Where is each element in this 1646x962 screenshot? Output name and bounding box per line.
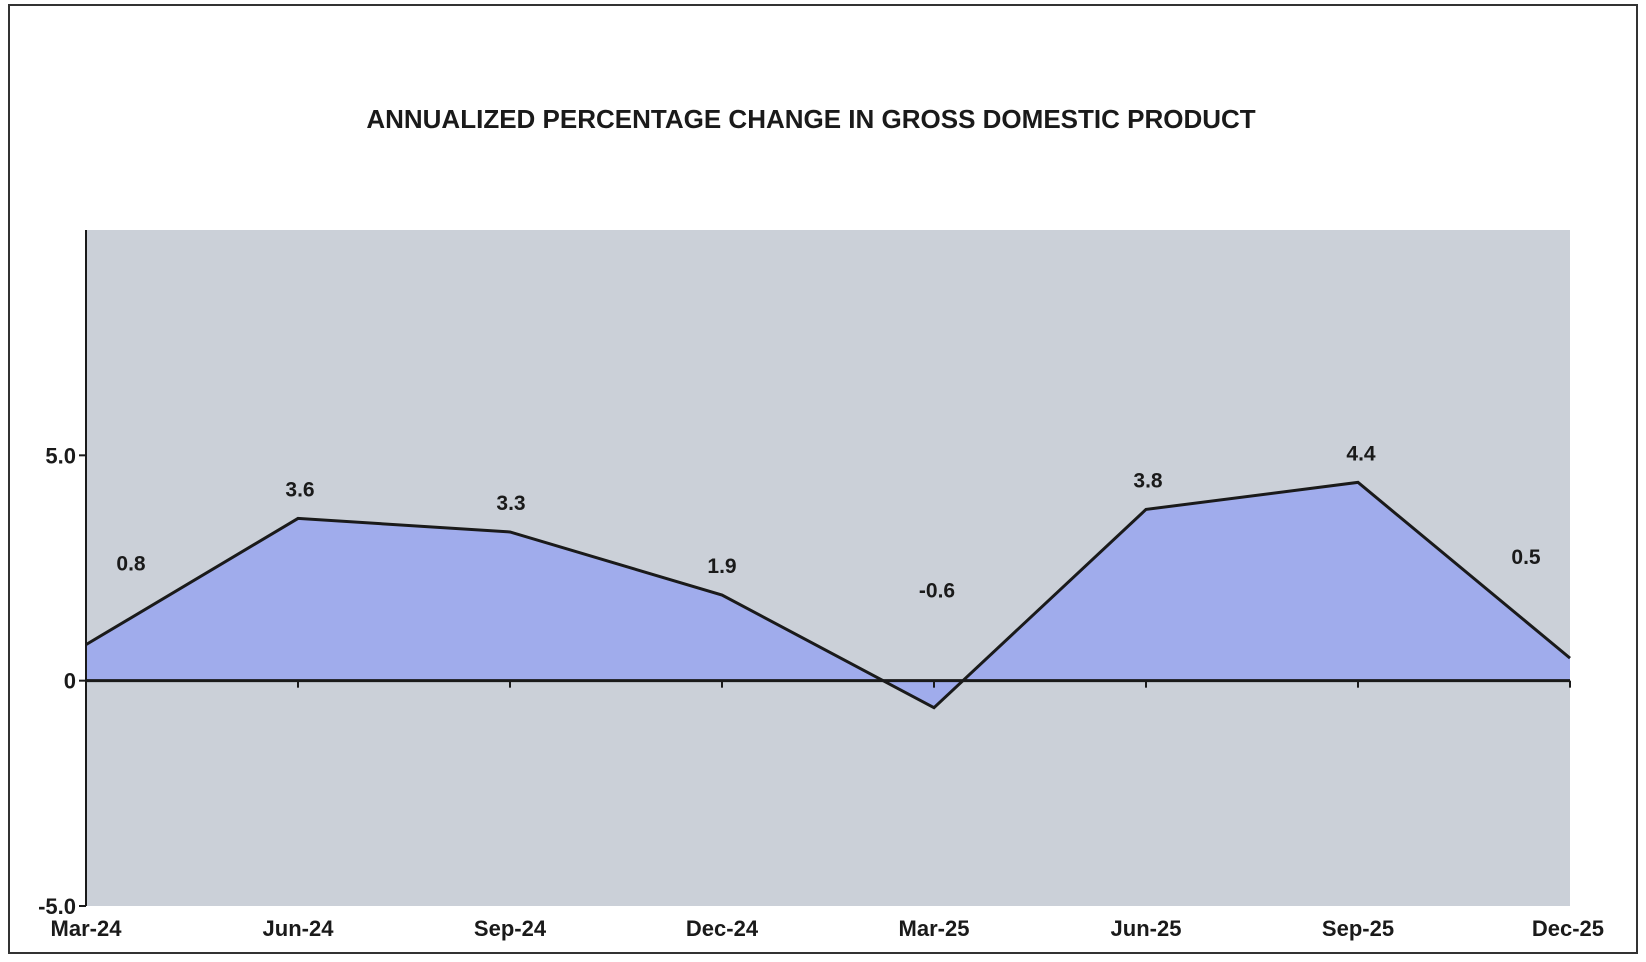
x-tick-label: Mar-25	[899, 916, 970, 941]
area-fill	[86, 482, 1570, 708]
x-tick-label: Jun-25	[1111, 916, 1182, 941]
y-tick-label: -5.0	[38, 894, 76, 919]
x-tick-label: Dec-25	[1532, 916, 1604, 941]
chart-title: ANNUALIZED PERCENTAGE CHANGE IN GROSS DO…	[366, 104, 1255, 134]
x-tick-label: Sep-24	[474, 916, 547, 941]
y-tick-label: 0	[64, 669, 76, 694]
data-label: 0.5	[1511, 546, 1541, 569]
data-label: -0.6	[919, 580, 955, 603]
y-ticks: 5.0 0 -5.0	[38, 443, 86, 919]
y-tick-label: 5.0	[45, 443, 76, 468]
data-label: 0.8	[116, 553, 146, 576]
data-label: 3.3	[496, 492, 525, 515]
data-label: 3.6	[285, 478, 314, 501]
data-label: 1.9	[707, 555, 736, 578]
x-ticks: Mar-24 Jun-24 Sep-24 Dec-24 Mar-25 Jun-25 Sep-…	[51, 680, 1604, 941]
data-labels: 0.8 3.6 3.3 1.9 -0.6 3.8 4.4 0.5	[116, 442, 1541, 602]
series-line	[85, 480, 1571, 710]
data-label: 4.4	[1346, 442, 1376, 465]
x-tick-label: Sep-25	[1322, 916, 1394, 941]
data-label: 3.8	[1133, 469, 1163, 492]
x-tick-label: Mar-24	[51, 916, 123, 941]
x-tick-label: Dec-24	[686, 916, 759, 941]
x-tick-label: Jun-24	[263, 916, 335, 941]
